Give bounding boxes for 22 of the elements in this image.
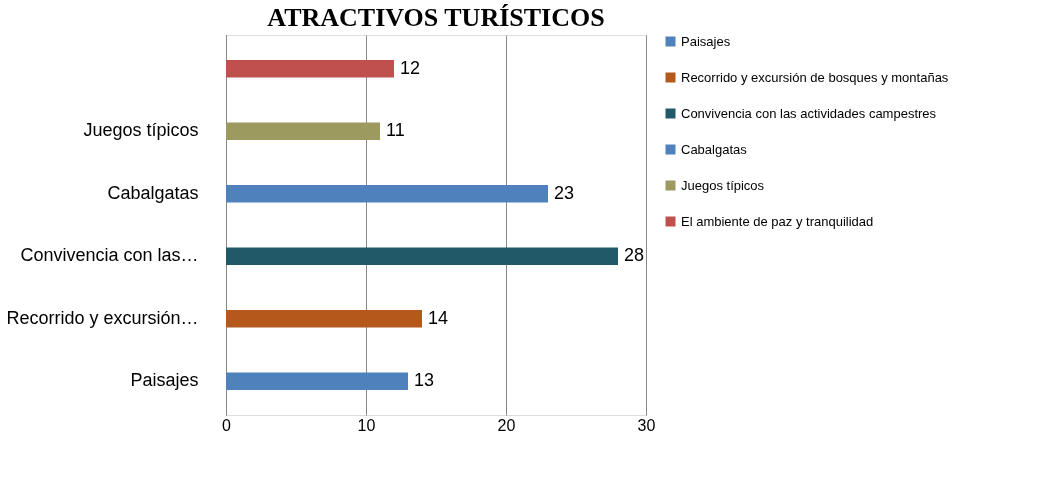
legend-label: El ambiente de paz y tranquilidad (681, 213, 874, 229)
legend-label: Paisajes (681, 33, 731, 49)
x-tick-label: 30 (637, 416, 656, 434)
y-tick-label: Juegos típicos (83, 120, 199, 141)
data-label: 13 (414, 370, 435, 391)
data-label: 11 (386, 120, 405, 141)
legend-label: Recorrido y excursión de bosques y montañas (681, 69, 949, 85)
data-label: 28 (624, 245, 645, 266)
data-label: 14 (428, 307, 449, 328)
y-tick-label: Paisajes (130, 370, 199, 391)
x-tick-label: 0 (222, 416, 232, 434)
chart-title: ATRACTIVOS TURÍSTICOS (267, 3, 605, 32)
x-tick-label: 10 (357, 416, 376, 434)
y-tick-label: Cabalgatas (107, 182, 199, 203)
legend-label: Cabalgatas (681, 141, 748, 157)
data-label: 23 (554, 182, 575, 203)
legend-label: Juegos típicos (681, 177, 765, 193)
legend-label: Convivencia con las actividades campestres (681, 105, 937, 121)
y-tick-label: Recorrido y excursión… (6, 307, 199, 328)
x-tick-label: 20 (497, 416, 516, 434)
y-tick-label: Convivencia con las… (20, 245, 199, 266)
data-label: 12 (400, 57, 421, 78)
